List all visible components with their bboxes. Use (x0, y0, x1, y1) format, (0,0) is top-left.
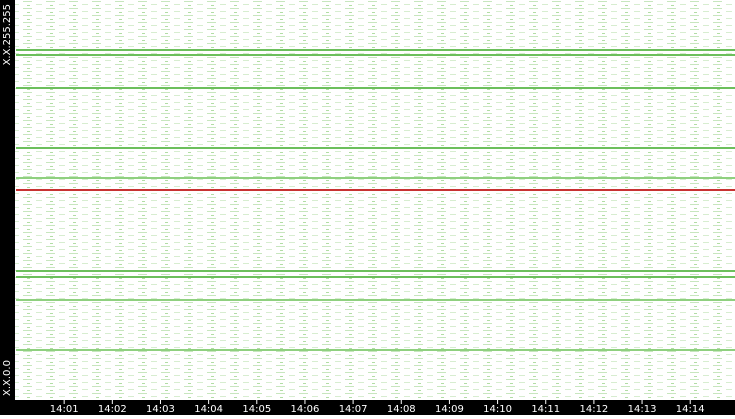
address-row (16, 188, 735, 191)
x-tick-label: 14:09 (435, 404, 464, 415)
x-tick-label: 14:01 (50, 404, 79, 415)
address-row (16, 298, 735, 301)
address-row (16, 49, 735, 52)
x-tick-label: 14:04 (194, 404, 223, 415)
y-axis-bar (0, 0, 15, 415)
address-row (16, 348, 735, 351)
address-row (16, 87, 735, 90)
address-row (16, 147, 735, 150)
x-tick-label: 14:03 (146, 404, 175, 415)
x-tick-label: 14:06 (291, 404, 320, 415)
x-tick-label: 14:05 (242, 404, 271, 415)
y-tick-label: X.X.0.0 (2, 360, 13, 396)
y-tick-label: X.X.255.255 (2, 4, 13, 65)
x-tick-label: 14:08 (387, 404, 416, 415)
x-tick-label: 14:02 (98, 404, 127, 415)
address-row (16, 276, 735, 279)
address-row (16, 176, 735, 179)
address-row (16, 53, 735, 56)
x-tick-label: 14:11 (531, 404, 560, 415)
x-tick-label: 14:07 (339, 404, 368, 415)
background-texture (15, 0, 735, 400)
x-tick-label: 14:13 (628, 404, 657, 415)
x-axis-bar (0, 400, 735, 415)
x-tick-label: 14:14 (676, 404, 705, 415)
x-tick-label: 14:12 (579, 404, 608, 415)
address-row (16, 270, 735, 273)
x-tick-label: 14:10 (483, 404, 512, 415)
